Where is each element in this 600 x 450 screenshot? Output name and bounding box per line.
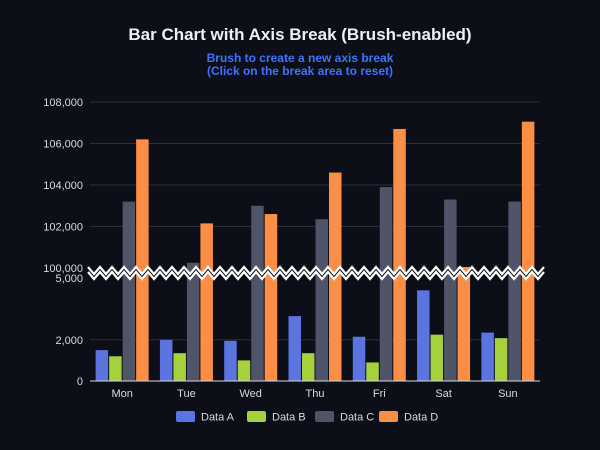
legend: Data A Data B Data C Data D <box>176 411 438 424</box>
bar-data-b-thu[interactable] <box>302 353 315 381</box>
axis-break-top-edge <box>87 265 545 276</box>
bar-data-c-sun[interactable] <box>508 201 521 381</box>
y-tick-label: 100,000 <box>43 263 83 275</box>
x-tick-label: Mon <box>111 388 132 400</box>
legend-label[interactable]: Data B <box>272 412 306 424</box>
bar-data-b-tue[interactable] <box>173 353 186 381</box>
bar-data-b-wed[interactable] <box>237 360 251 381</box>
bar-data-b-sat[interactable] <box>430 334 444 381</box>
y-tick-label: 5,000 <box>55 273 83 285</box>
x-tick-label: Sun <box>498 388 518 400</box>
bar-data-d-fri[interactable] <box>393 128 406 381</box>
bar-data-d-tue[interactable] <box>200 223 213 381</box>
bar-data-a-sun[interactable] <box>481 332 494 381</box>
gridlines <box>90 101 540 341</box>
y-tick-label: 106,000 <box>43 139 83 151</box>
bar-data-d-mon[interactable] <box>136 139 149 381</box>
legend-label[interactable]: Data D <box>404 412 438 424</box>
legend-swatch[interactable] <box>176 411 195 422</box>
legend-swatch[interactable] <box>379 411 398 422</box>
chart-subtitle-line-2: (Click on the break area to reset) <box>207 64 393 78</box>
legend-swatch[interactable] <box>315 411 334 422</box>
x-tick-label: Wed <box>240 388 262 400</box>
y-tick-label: 2,000 <box>55 335 83 347</box>
x-tick-label: Fri <box>373 388 386 400</box>
chart-subtitle-line-1: Brush to create a new axis break <box>207 51 394 65</box>
bar-data-c-mon[interactable] <box>122 201 136 381</box>
chart-title: Bar Chart with Axis Break (Brush-enabled… <box>128 25 471 44</box>
x-tick-label: Sat <box>435 388 452 400</box>
y-tick-label: 102,000 <box>43 222 83 234</box>
bar-data-d-sun[interactable] <box>521 121 535 382</box>
bar-data-d-wed[interactable] <box>264 214 278 381</box>
bar-data-a-tue[interactable] <box>159 339 173 381</box>
x-tick-label: Tue <box>177 388 196 400</box>
y-tick-label: 108,000 <box>43 97 83 109</box>
bar-data-c-wed[interactable] <box>251 205 264 381</box>
axis-break[interactable] <box>87 265 545 281</box>
bar-data-c-thu[interactable] <box>315 219 329 381</box>
legend-label[interactable]: Data A <box>201 412 235 424</box>
bars <box>95 121 535 382</box>
axis-break-bottom-edge <box>87 270 545 281</box>
y-tick-label: 0 <box>77 376 83 388</box>
bar-data-c-tue[interactable] <box>186 262 200 381</box>
bar-data-c-sat[interactable] <box>444 199 457 381</box>
bar-data-b-sun[interactable] <box>494 338 508 381</box>
bar-data-b-fri[interactable] <box>366 362 379 381</box>
legend-swatch[interactable] <box>247 411 266 422</box>
y-tick-label: 104,000 <box>43 180 83 192</box>
bar-data-a-mon[interactable] <box>95 350 109 381</box>
bar-data-b-mon[interactable] <box>109 356 122 381</box>
bar-data-c-fri[interactable] <box>379 187 393 381</box>
axis-break-band[interactable] <box>88 267 544 279</box>
bar-data-a-sat[interactable] <box>417 290 430 381</box>
bar-data-a-wed[interactable] <box>224 340 237 381</box>
x-tick-label: Thu <box>306 388 325 400</box>
bar-data-a-fri[interactable] <box>352 336 366 381</box>
legend-label[interactable]: Data C <box>340 412 374 424</box>
bar-data-d-sat[interactable] <box>457 266 471 381</box>
bar-data-a-thu[interactable] <box>288 316 302 381</box>
